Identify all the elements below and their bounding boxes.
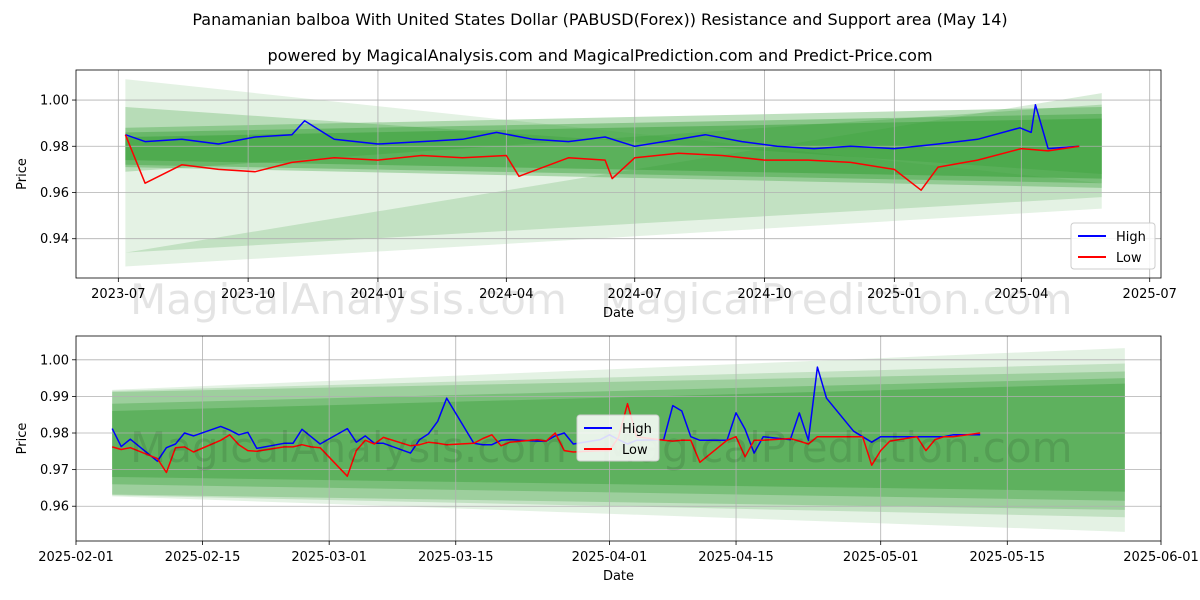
y-axis-label: Price <box>15 423 30 455</box>
legend-label-high: High <box>1116 230 1146 245</box>
x-tick: 2025-03-15 <box>418 541 494 565</box>
x-tick-label: 2024-10 <box>737 287 791 302</box>
x-tick: 2025-05-15 <box>970 541 1046 565</box>
x-tick: 2025-02-01 <box>38 541 114 565</box>
x-tick-label: 2024-01 <box>351 287 405 302</box>
y-tick-label: 0.97 <box>40 463 69 478</box>
x-tick-label: 2025-07 <box>1123 287 1177 302</box>
x-tick: 2023-10 <box>221 278 275 302</box>
x-tick-label: 2025-04-15 <box>698 550 774 565</box>
x-tick: 2024-10 <box>737 278 792 302</box>
page-subtitle: powered by MagicalAnalysis.com and Magic… <box>267 46 933 65</box>
plot-frame <box>75 335 1162 542</box>
y-tick-label: 0.98 <box>40 140 69 155</box>
x-tick-label: 2025-03-01 <box>291 550 367 565</box>
chart-panel-1: 2023-07 2023-10 2024-01 2024-04 2024-07 2024-… <box>15 69 1177 324</box>
y-tick-label: 1.00 <box>40 94 69 109</box>
x-tick: 2024-04 <box>479 278 533 302</box>
plot-area <box>76 70 1161 278</box>
page-title: Panamanian balboa With United States Dol… <box>192 10 1008 29</box>
x-tick-label: 2025-01 <box>867 287 921 302</box>
x-tick: 2025-04-01 <box>572 541 648 565</box>
watermark-right: MagicalPrediction.com <box>600 423 1073 472</box>
x-tick: 2025-05-01 <box>843 541 919 565</box>
band-5 <box>125 113 1102 184</box>
x-tick-label: 2025-06-01 <box>1123 550 1199 565</box>
x-tick: 2025-03-01 <box>291 541 367 565</box>
y-tick: 0.96 <box>40 186 76 201</box>
legend-label-low: Low <box>622 443 648 458</box>
legend-label-high: High <box>622 422 652 437</box>
x-tick-label: 2025-05-15 <box>970 550 1046 565</box>
y-tick: 1.00 <box>40 353 76 368</box>
band-1 <box>125 79 1102 267</box>
legend: High Low <box>1070 222 1156 270</box>
legend-label-low: Low <box>1116 251 1142 266</box>
y-tick-label: 0.94 <box>40 232 69 247</box>
y-tick-label: 0.98 <box>40 427 69 442</box>
watermark-left: MagicalAnalysis.com <box>130 275 567 324</box>
y-tick-label: 0.99 <box>40 390 69 405</box>
y-tick: 1.00 <box>40 94 76 109</box>
x-tick-label: 2024-04 <box>479 287 533 302</box>
band-2 <box>125 93 1102 253</box>
watermark-left: MagicalAnalysis.com <box>130 423 567 472</box>
y-tick: 0.98 <box>40 140 76 155</box>
x-tick: 2025-01 <box>867 278 921 302</box>
y-tick: 0.94 <box>40 232 76 247</box>
chart-panel-2: 2025-02-01 2025-02-15 2025-03-01 2025-03-15… <box>15 335 1199 584</box>
x-tick-label: 2025-04-01 <box>572 550 648 565</box>
plot-frame <box>75 69 1162 279</box>
y-tick-label: 0.96 <box>40 186 69 201</box>
y-tick: 0.99 <box>40 390 76 405</box>
x-tick: 2024-01 <box>351 278 405 302</box>
x-tick-label: 2025-04 <box>994 287 1048 302</box>
watermark-right: MagicalPrediction.com <box>600 275 1073 324</box>
x-tick: 2024-07 <box>608 278 662 302</box>
x-tick-label: 2025-02-15 <box>165 550 241 565</box>
y-tick: 0.96 <box>40 500 76 515</box>
x-tick: 2025-04 <box>994 278 1048 302</box>
y-tick: 0.97 <box>40 463 76 478</box>
y-tick-label: 0.96 <box>40 500 69 515</box>
x-tick: 2025-04-15 <box>698 541 774 565</box>
series-low <box>111 402 981 477</box>
x-axis-label: Date <box>603 569 634 584</box>
x-tick-label: 2025-02-01 <box>38 550 114 565</box>
x-tick-label: 2024-07 <box>608 287 662 302</box>
y-tick-label: 1.00 <box>40 353 69 368</box>
series-low <box>124 134 1080 191</box>
x-tick-label: 2023-07 <box>91 287 145 302</box>
y-axis-label: Price <box>15 158 30 190</box>
x-tick-label: 2025-03-15 <box>418 550 494 565</box>
x-tick: 2025-07 <box>1123 278 1177 302</box>
x-tick: 2023-07 <box>91 278 145 302</box>
x-tick: 2025-02-15 <box>165 541 241 565</box>
x-tick-label: 2025-05-01 <box>843 550 919 565</box>
x-axis-label: Date <box>603 306 634 321</box>
x-tick-label: 2023-10 <box>221 287 275 302</box>
band-4 <box>125 106 1102 188</box>
y-tick: 0.98 <box>40 427 76 442</box>
series-high <box>125 103 1080 150</box>
legend: High Low <box>576 414 660 462</box>
x-tick: 2025-06-01 <box>1123 541 1199 565</box>
